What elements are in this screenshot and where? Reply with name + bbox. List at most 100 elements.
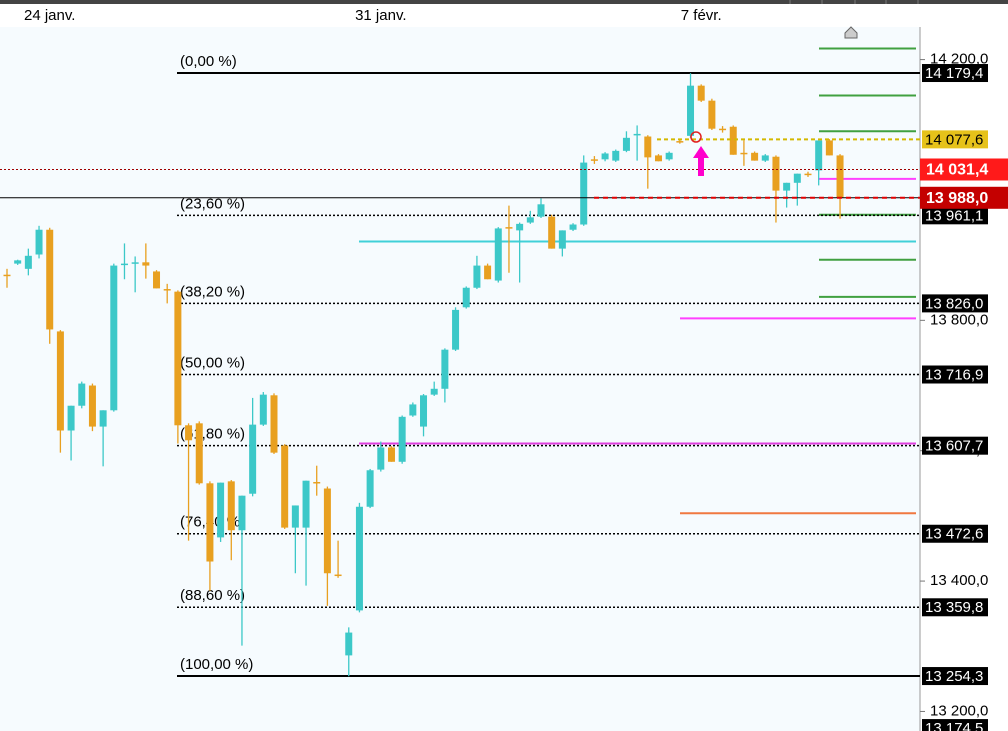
- candle-body: [580, 162, 588, 225]
- fib-label: (0,00 %): [180, 53, 237, 70]
- candle-body: [505, 227, 513, 229]
- signal-arrow: [693, 146, 709, 176]
- value-box: [922, 294, 988, 313]
- price-box: [922, 719, 988, 731]
- toolbar-separators: [789, 0, 919, 4]
- candle-body: [3, 274, 11, 277]
- value-box-label: 13 716,9: [925, 366, 983, 383]
- candle-body: [238, 495, 246, 531]
- value-box-label: 13 472,6: [925, 526, 983, 543]
- candle-body: [249, 424, 257, 494]
- price-box: [922, 130, 988, 149]
- price-box-label: 13 174,5: [925, 720, 983, 731]
- candle-body: [815, 140, 823, 171]
- candle-body: [398, 416, 406, 462]
- candle-body: [526, 217, 534, 223]
- value-box: [922, 206, 988, 225]
- price-box-label: 14 077,6: [925, 131, 983, 148]
- candle-body: [206, 483, 214, 562]
- candle-body: [67, 405, 75, 431]
- candle-body: [708, 100, 716, 129]
- candle-body: [740, 152, 748, 155]
- candle-body: [217, 482, 225, 538]
- price-box-label: 14 031,4: [926, 162, 988, 179]
- fib-label: (38,20 %): [180, 283, 245, 300]
- candle-body: [345, 632, 353, 656]
- candle-body: [729, 126, 737, 155]
- value-box-label: 13 826,0: [925, 295, 983, 312]
- value-box: [922, 64, 988, 83]
- candle-body: [761, 155, 769, 161]
- value-box: [922, 667, 988, 686]
- candle-body: [516, 223, 524, 231]
- candle-body: [494, 228, 502, 281]
- candle-body: [687, 85, 695, 136]
- value-box-label: 13 961,1: [925, 207, 983, 224]
- candle-body: [195, 423, 203, 484]
- price-box: [920, 158, 1008, 181]
- candle-body: [633, 133, 641, 136]
- price-box: [920, 186, 1008, 209]
- candle-body: [665, 152, 673, 160]
- candle-body: [569, 224, 577, 230]
- value-box: [922, 524, 988, 543]
- candle-body: [46, 229, 54, 330]
- candle-body: [142, 262, 150, 266]
- candle-body: [836, 155, 844, 198]
- candle-body: [355, 506, 363, 611]
- marker-circle: [690, 131, 702, 143]
- fib-label: (100,00 %): [180, 656, 253, 673]
- candle-body: [409, 404, 417, 416]
- y-tick-label: 13 400,0: [930, 572, 988, 589]
- x-tick-label: 7 févr.: [681, 7, 722, 24]
- value-box-label: 13 254,3: [925, 668, 983, 685]
- candle-body: [334, 574, 342, 577]
- candle-body: [291, 505, 299, 528]
- home-icon[interactable]: [844, 26, 858, 39]
- candle-body: [772, 156, 780, 191]
- candle-body: [473, 265, 481, 288]
- candle-body: [174, 291, 182, 426]
- candle-body: [441, 349, 449, 389]
- candle-body: [14, 260, 22, 264]
- candle-body: [24, 255, 32, 269]
- candle-body: [163, 289, 171, 291]
- candle-body: [153, 271, 161, 289]
- candle-body: [377, 447, 385, 470]
- value-box-label: 14 179,4: [925, 65, 983, 82]
- candle-body: [654, 155, 662, 162]
- y-tick-label: 14 200,0: [930, 51, 988, 68]
- candle-body: [601, 153, 609, 160]
- candle-body: [120, 263, 128, 266]
- candle-body: [751, 152, 759, 161]
- candle-body: [185, 425, 193, 441]
- x-tick-label: 31 janv.: [355, 7, 406, 24]
- candle-body: [366, 470, 374, 507]
- candle-body: [622, 137, 630, 151]
- candle-body: [590, 159, 598, 161]
- candle-body: [420, 395, 428, 427]
- candle-body: [259, 394, 267, 425]
- candle-body: [537, 204, 545, 217]
- candle-body: [612, 150, 620, 161]
- candle-body: [35, 229, 43, 255]
- candle-body: [387, 447, 395, 462]
- candle-body: [462, 287, 470, 308]
- value-box: [922, 598, 988, 617]
- candle-body: [313, 481, 321, 484]
- candle-body: [78, 383, 86, 406]
- x-axis-band: [0, 4, 1008, 27]
- x-tick-label: 24 janv.: [24, 7, 75, 24]
- candle-body: [783, 182, 791, 191]
- value-box: [922, 436, 988, 455]
- candle-body: [430, 388, 438, 395]
- candle-body: [676, 141, 684, 143]
- y-tick-label: 13 200,0: [930, 702, 988, 719]
- y-tick-label: 13 800,0: [930, 311, 988, 328]
- candle-body: [131, 262, 139, 264]
- candle-body: [88, 385, 96, 427]
- candle-body: [323, 488, 331, 574]
- candle-body: [270, 395, 278, 453]
- candle-body: [548, 216, 556, 249]
